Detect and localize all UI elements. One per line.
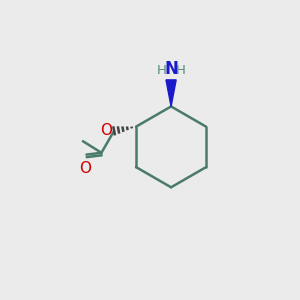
Text: O: O: [79, 161, 91, 176]
Text: N: N: [164, 60, 178, 78]
Text: O: O: [100, 123, 112, 138]
Text: H: H: [156, 64, 166, 77]
Polygon shape: [166, 80, 176, 106]
Text: H: H: [176, 64, 186, 77]
